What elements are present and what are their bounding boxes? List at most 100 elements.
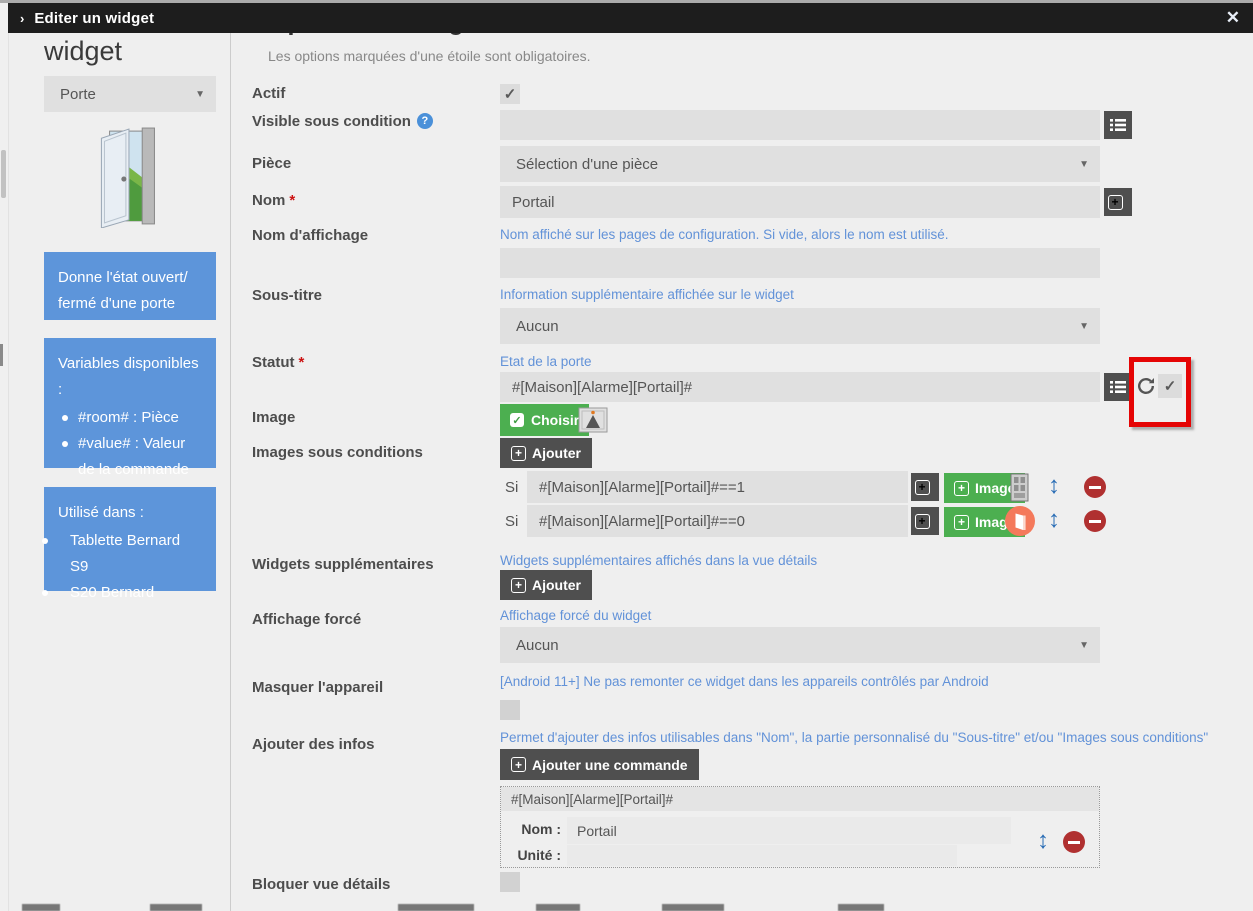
piece-value: Sélection d'une pièce [516,155,659,173]
field-label-widgets-supplementaires: Widgets supplémentaires [252,556,434,573]
chevron-down-icon: ▼ [195,88,205,100]
field-label-ajouter-infos: Ajouter des infos [252,736,375,753]
page-behind-text-fragment [838,904,884,911]
affichage-force-select[interactable]: Aucun ▼ [500,627,1100,663]
open-door-image [100,127,155,228]
field-label-nom-affichage: Nom d'affichage [252,227,369,244]
affichage-force-value: Aucun [516,636,559,654]
chevron-down-icon: ▼ [1079,158,1089,170]
command-block: #[Maison][Alarme][Portail]# Nom : Unité … [500,786,1100,868]
chevron-down-icon: ▼ [1079,639,1089,651]
command-nom-input[interactable] [567,817,1011,844]
widget-description-text: Donne l'état ouvert/ fermé d'une porte [58,269,188,312]
widget-type-heading: widget [44,36,123,66]
field-label-visible-sous-condition: Visible sous condition? [252,113,433,130]
list-icon [1110,119,1126,131]
background-scrollbar-thumb [1,150,6,198]
help-icon[interactable]: ? [416,113,433,129]
visible-condition-input[interactable] [500,110,1100,140]
column-separator [230,33,231,911]
used-in-box: Utilisé dans : Tablette Bernard S9 S20 B… [42,487,216,601]
ajouter-infos-hint: Permet d'ajouter des infos utilisables d… [500,730,1209,745]
plus-icon: + [954,480,969,496]
required-star: * [298,354,305,371]
check-icon: ✓ [510,413,524,427]
widget-type-select[interactable]: Porte ▼ [44,76,216,112]
widgets-supp-hint: Widgets supplémentaires affichés dans la… [500,553,818,568]
remove-command-button[interactable] [1063,831,1085,853]
closed-door-thumbnail[interactable] [1010,473,1029,502]
command-unite-input[interactable] [567,845,957,866]
command-unite-label: Unité : [517,847,561,863]
masquer-checkbox[interactable] [500,700,520,720]
nom-affichage-hint: Nom affiché sur les pages de configurati… [500,227,949,242]
widget-type-value: Porte [60,85,96,103]
masquer-hint: [Android 11+] Ne pas remonter ce widget … [500,674,989,689]
variables-title: Variables disponibles : [58,355,199,398]
nom-affichage-input[interactable] [500,248,1100,278]
bloquer-checkbox[interactable] [500,872,520,892]
si-label: Si [505,479,519,496]
command-nom-label: Nom : [521,821,561,837]
add-command-button[interactable]: + Ajouter une commande [500,749,699,780]
actif-checkbox[interactable]: ✓ [500,84,520,104]
image-choose-button[interactable]: ✓ Choisir [500,404,590,436]
page-behind-text-fragment [662,904,724,911]
statut-input[interactable] [500,372,1100,402]
condition-add-button[interactable]: + [911,473,939,501]
reorder-updown-icon[interactable]: ↕ [1037,827,1049,854]
list-item: #room# : Pièce [58,405,202,431]
refresh-icon[interactable] [1136,376,1156,396]
nom-input[interactable] [500,186,1100,218]
piece-select[interactable]: Sélection d'une pièce ▼ [500,146,1100,182]
background-left-strip [0,3,9,911]
statut-list-button[interactable] [1104,373,1132,401]
chevron-down-icon: ▼ [1079,320,1089,332]
page-behind-text-fragment [536,904,580,911]
plus-icon: + [914,513,930,529]
plus-icon: + [914,479,930,495]
remove-row-button[interactable] [1084,476,1106,498]
field-label-sous-titre: Sous-titre [252,287,323,304]
dialog-titlebar: › Editer un widget ✕ [8,3,1253,33]
condition-add-button[interactable]: + [911,507,939,535]
condition-row-input[interactable] [527,505,908,537]
field-label-images-sous-conditions: Images sous conditions [252,444,423,461]
sous-titre-select[interactable]: Aucun ▼ [500,308,1100,344]
plus-icon: + [954,514,969,530]
reorder-updown-icon[interactable]: ↕ [1048,506,1060,533]
condition-row-input[interactable] [527,471,908,503]
field-label-bloquer-vue-details: Bloquer vue détails [252,876,391,893]
check-icon: ✓ [1163,378,1177,395]
condition-list-button[interactable] [1104,111,1132,139]
reorder-updown-icon[interactable]: ↕ [1048,472,1060,499]
si-label: Si [505,513,519,530]
add-widget-button[interactable]: + Ajouter [500,570,592,600]
sous-titre-hint: Information supplémentaire affichée sur … [500,287,794,302]
plus-icon: + [511,577,526,593]
open-door-thumbnail[interactable] [1005,506,1035,536]
check-icon: ✓ [503,86,517,103]
chevron-right-icon: › [20,10,25,26]
close-icon[interactable]: ✕ [1225,8,1240,27]
list-item: S20 Bernard [42,580,202,606]
red-annotation-rectangle [1129,357,1191,427]
page-behind-text-fragment [398,904,474,911]
page-behind-text-fragment [150,904,202,911]
background-top-strip [0,0,1253,3]
required-note: Les options marquées d'une étoile sont o… [268,48,591,64]
sous-titre-value: Aucun [516,317,559,335]
nom-add-button[interactable]: + [1104,188,1132,216]
add-condition-image-button[interactable]: + Ajouter [500,438,592,468]
list-icon [1110,381,1126,393]
image-preview-thumbnail[interactable] [578,407,608,433]
field-label-actif: Actif [252,85,286,102]
required-star: * [289,192,296,209]
widget-description-box: Donne l'état ouvert/ fermé d'une porte [44,252,216,320]
command-header: #[Maison][Alarme][Portail]# [501,787,1099,811]
statut-hint: Etat de la porte [500,354,592,369]
remove-row-button[interactable] [1084,510,1106,532]
statut-validate-button[interactable]: ✓ [1158,374,1182,398]
field-label-nom: Nom * [252,192,296,209]
